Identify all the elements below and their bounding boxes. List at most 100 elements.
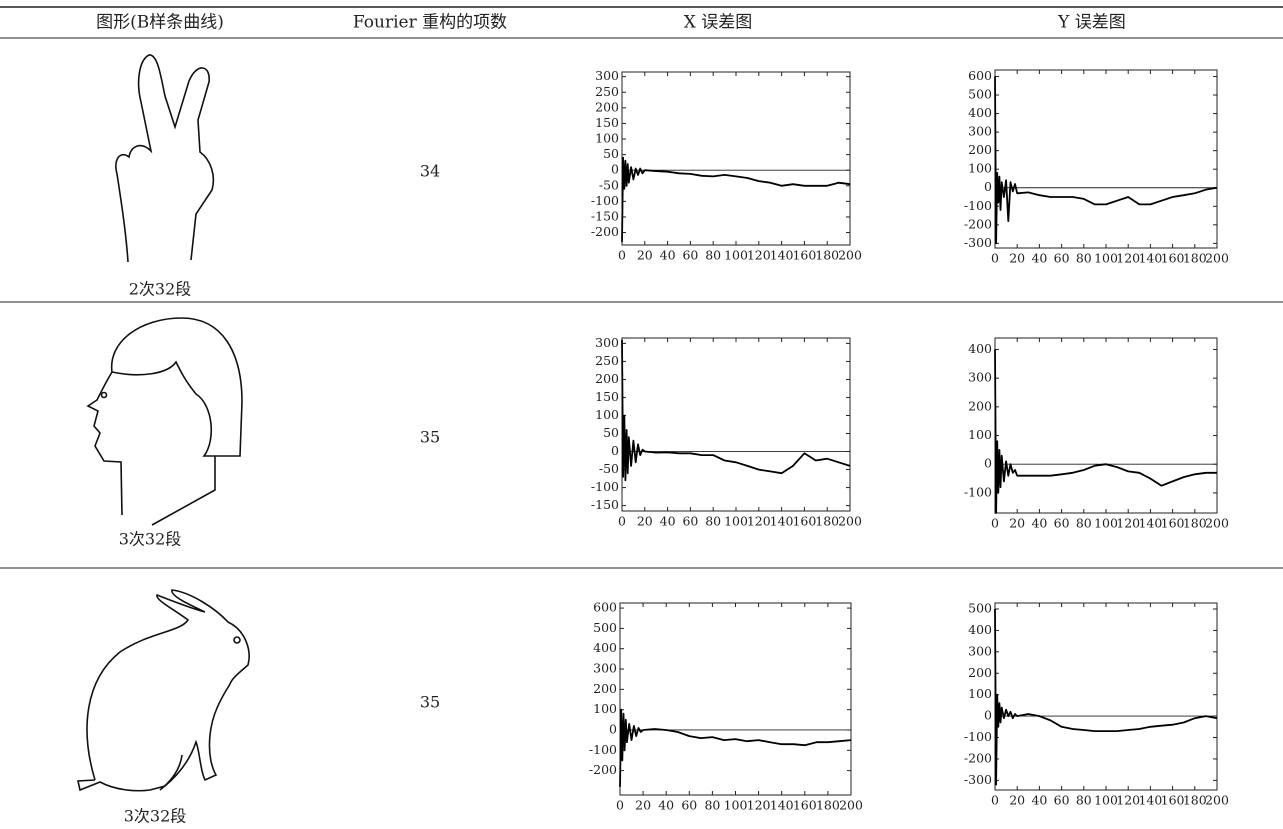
x-tick-label: 120	[1116, 793, 1140, 808]
y-tick-label: 100	[968, 161, 992, 176]
y-tick-label: 100	[593, 701, 617, 716]
y-tick-label: 300	[968, 124, 992, 139]
x-tick-label: 100	[1094, 251, 1118, 266]
y-tick-label: 400	[968, 341, 992, 356]
plot-frame	[622, 72, 850, 245]
x-tick-label: 180	[815, 514, 839, 529]
y-tick-label: 100	[968, 427, 992, 442]
y-tick-label: 300	[595, 68, 619, 83]
y-tick-label: 100	[595, 131, 619, 146]
x-tick-label: 140	[770, 248, 794, 263]
y-tick-label: 50	[603, 146, 619, 161]
y-tick-label: 0	[609, 721, 617, 736]
y-tick-label: -200	[964, 216, 992, 231]
y-tick-label: 0	[611, 443, 619, 458]
y-tick-label: 500	[593, 620, 617, 635]
x-tick-label: 20	[637, 248, 653, 263]
x-tick-label: 140	[770, 514, 794, 529]
y-tick-label: -100	[964, 729, 992, 744]
x-tick-label: 0	[618, 514, 626, 529]
y-tick-label: -150	[591, 497, 619, 512]
x-tick-label: 120	[747, 514, 771, 529]
y-tick-label: 400	[968, 622, 992, 637]
eye	[234, 637, 240, 643]
y-tick-label: 50	[603, 425, 619, 440]
x-tick-label: 20	[1009, 516, 1025, 531]
y-tick-label: 300	[968, 370, 992, 385]
x-tick-label: 180	[1183, 516, 1207, 531]
x-tick-label: 200	[838, 514, 862, 529]
x-tick-label: 40	[1031, 251, 1047, 266]
x-tick-label: 100	[724, 248, 748, 263]
y-tick-label: -50	[599, 461, 619, 476]
head-sketch	[88, 318, 242, 525]
x-tick-label: 140	[770, 798, 794, 813]
x-tick-label: 100	[724, 514, 748, 529]
x-tick-label: 200	[1205, 793, 1229, 808]
x-tick-label: 20	[635, 798, 651, 813]
x-tick-label: 60	[681, 798, 697, 813]
y-tick-label: 100	[595, 407, 619, 422]
rabbit-sketch	[78, 590, 249, 791]
y-tick-label: 200	[968, 665, 992, 680]
hand-sketch	[116, 55, 214, 262]
plot-frame	[995, 603, 1217, 790]
y-tick-label: -150	[591, 208, 619, 223]
plot-frame	[995, 338, 1217, 513]
x-tick-label: 160	[793, 798, 817, 813]
y-tick-label: 400	[968, 105, 992, 120]
x-tick-label: 20	[1009, 793, 1025, 808]
header-cell: 图形(B样条曲线)	[96, 13, 224, 33]
x-tick-label: 100	[1094, 516, 1118, 531]
y-tick-label: 250	[595, 353, 619, 368]
x-tick-label: 140	[1138, 793, 1162, 808]
x-tick-label: 140	[1138, 516, 1162, 531]
y-tick-label: 200	[595, 371, 619, 386]
x-tick-label: 180	[1183, 251, 1207, 266]
y-tick-label: 500	[968, 600, 992, 615]
x-tick-label: 120	[1116, 251, 1140, 266]
shape-label: 3次32段	[119, 530, 182, 549]
y-tick-label: -100	[589, 742, 617, 757]
term-count: 35	[420, 693, 440, 712]
y-tick-label: -200	[964, 750, 992, 765]
header-cell: X 误差图	[684, 13, 753, 33]
error-line	[995, 609, 1217, 785]
x-tick-label: 0	[618, 248, 626, 263]
error-line	[995, 77, 1217, 244]
y-tick-label: 200	[593, 681, 617, 696]
y-tick-label: -300	[964, 772, 992, 787]
x-tick-label: 60	[682, 514, 698, 529]
error-line	[622, 340, 850, 481]
y-tick-label: -100	[964, 198, 992, 213]
x-tick-label: 160	[1161, 516, 1185, 531]
y-tick-label: -100	[964, 484, 992, 499]
x-tick-label: 200	[839, 798, 863, 813]
x-tick-label: 80	[1076, 793, 1092, 808]
y-tick-label: -200	[589, 762, 617, 777]
y-tick-label: 0	[984, 179, 992, 194]
eye	[102, 393, 107, 398]
y-tick-label: -300	[964, 235, 992, 250]
x-tick-label: 180	[1183, 793, 1207, 808]
x-tick-label: 200	[1205, 516, 1229, 531]
x-tick-label: 160	[1161, 251, 1185, 266]
y-tick-label: 500	[968, 87, 992, 102]
x-tick-label: 160	[792, 248, 816, 263]
x-tick-label: 60	[682, 248, 698, 263]
y-tick-label: 600	[968, 68, 992, 83]
x-tick-label: 60	[1054, 251, 1070, 266]
x-tick-label: 40	[660, 248, 676, 263]
x-tick-label: 120	[747, 798, 771, 813]
x-tick-label: 200	[838, 248, 862, 263]
header-cell: Fourier 重构的项数	[353, 13, 507, 33]
y-tick-label: 300	[595, 335, 619, 350]
x-tick-label: 60	[1054, 516, 1070, 531]
x-tick-label: 40	[1031, 793, 1047, 808]
x-tick-label: 40	[1031, 516, 1047, 531]
table-figure: 图形(B样条曲线) Fourier 重构的项数 X 误差图 Y 误差图 2次32…	[0, 0, 1283, 829]
y-tick-label: 100	[968, 686, 992, 701]
x-tick-label: 100	[1094, 793, 1118, 808]
x-tick-label: 20	[637, 514, 653, 529]
x-tick-label: 40	[660, 514, 676, 529]
